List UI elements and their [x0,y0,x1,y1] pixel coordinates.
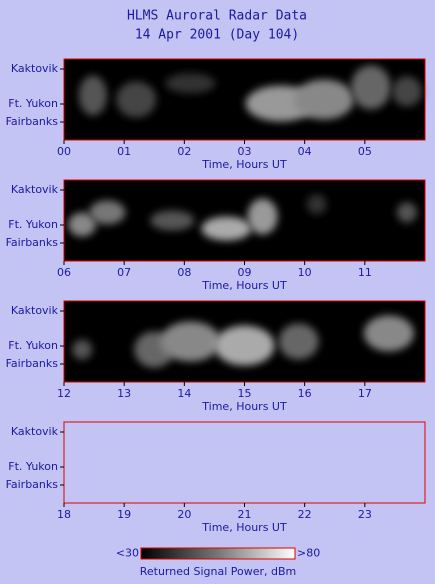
y-tick-label: Ft. Yukon [8,97,58,110]
x-tick-label: 09 [238,266,252,279]
x-axis-label: Time, Hours UT [201,279,287,292]
x-tick-label: 02 [177,145,191,158]
x-tick-label: 04 [298,145,312,158]
chart-subtitle: 14 Apr 2001 (Day 104) [135,28,299,43]
y-tick-label: Kaktovik [11,425,59,438]
radar-echo [201,216,252,241]
x-axis-label: Time, Hours UT [201,521,287,534]
radar-echo [89,200,126,225]
x-tick-label: 20 [177,508,191,521]
radar-echo [150,210,195,231]
y-tick-label: Ft. Yukon [8,339,58,352]
x-tick-label: 21 [238,508,252,521]
radar-echo [396,202,417,223]
x-tick-label: 18 [57,508,71,521]
x-tick-label: 17 [358,387,372,400]
radar-echo [78,75,107,116]
x-tick-label: 16 [298,387,312,400]
y-tick-label: Ft. Yukon [8,218,58,231]
colorbar-label: Returned Signal Power, dBm [140,565,297,578]
colorbar-tick-label: <30 [116,547,139,560]
x-tick-label: 15 [238,387,252,400]
x-axis-label: Time, Hours UT [201,158,287,171]
x-tick-label: 05 [358,145,372,158]
x-tick-label: 00 [57,145,71,158]
radar-echo [160,321,221,362]
radar-echo [350,65,391,110]
y-tick-label: Ft. Yukon [8,460,58,473]
colorbar [140,547,296,560]
x-tick-label: 06 [57,266,71,279]
radar-echo [165,73,216,94]
y-tick-label: Kaktovik [11,62,59,75]
chart-title: HLMS Auroral Radar Data [127,9,307,24]
x-tick-label: 08 [177,266,191,279]
radar-echo [116,81,157,118]
radar-echo [247,198,278,235]
radar-echo [391,76,422,107]
radar-echo [72,339,93,360]
x-tick-label: 07 [117,266,131,279]
y-tick-label: Fairbanks [6,478,59,491]
y-tick-label: Fairbanks [6,357,59,370]
x-tick-label: 23 [358,508,372,521]
colorbar-tick-label: >80 [297,547,320,560]
x-tick-label: 14 [177,387,191,400]
radar-echo [68,212,97,237]
x-tick-label: 01 [117,145,131,158]
radar-echo [293,79,354,120]
y-tick-label: Kaktovik [11,183,59,196]
x-tick-label: 11 [358,266,372,279]
y-tick-label: Kaktovik [11,304,59,317]
x-tick-label: 22 [298,508,312,521]
radar-echo [306,194,327,215]
x-tick-label: 12 [57,387,71,400]
radar-echo [363,315,414,352]
y-tick-label: Fairbanks [6,115,59,128]
y-tick-label: Fairbanks [6,236,59,249]
x-axis-label: Time, Hours UT [201,400,287,413]
radar-echo [278,323,319,360]
x-tick-label: 10 [298,266,312,279]
radar-echo [214,325,275,366]
x-tick-label: 03 [238,145,252,158]
x-tick-label: 13 [117,387,131,400]
x-tick-label: 19 [117,508,131,521]
